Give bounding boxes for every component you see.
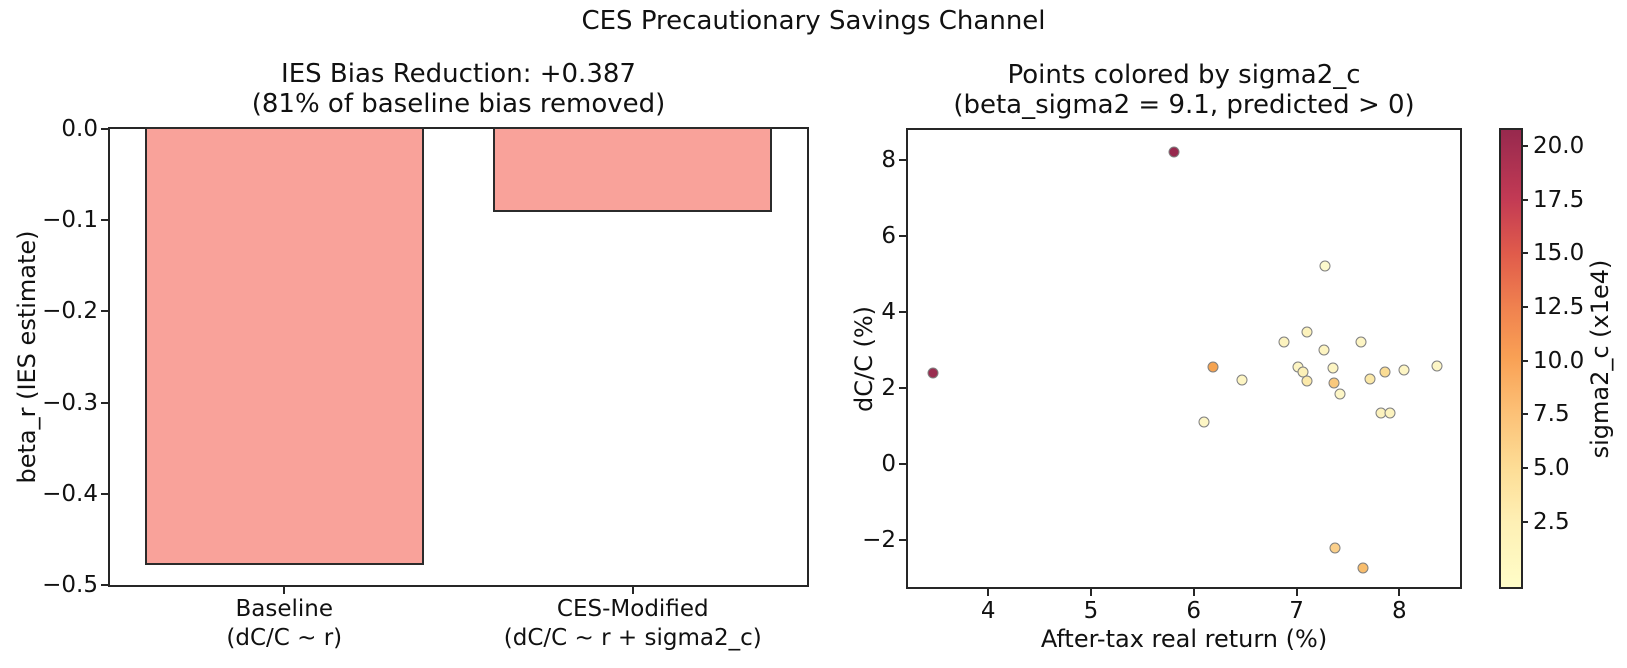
scatter-chart-x-axis-label: After-tax real return (%) [1040,625,1328,653]
colorbar-tick [1521,306,1528,308]
bar-chart-category-line1: Baseline [235,596,334,622]
colorbar-tick-label: 5.0 [1533,454,1570,481]
scatter-x-tick [1192,589,1195,596]
colorbar: sigma2_c (x1e4) 20.0 17.5 15.0 12.5 10.0 7.5 5… [1499,128,1614,589]
scatter-x-tick [1295,589,1298,596]
scatter-point [1318,344,1330,356]
colorbar-label: sigma2_c (x1e4) [1586,259,1614,458]
scatter-point [1329,542,1341,554]
scatter-point [1327,362,1339,374]
scatter-y-tick [899,386,906,389]
scatter-x-tick [1089,589,1092,596]
scatter-point [1431,360,1443,372]
colorbar-tick [1521,359,1528,362]
scatter-point [1168,146,1180,158]
bar-chart-y-tick-label: 0.0 [61,116,98,142]
scatter-x-tick-label: 7 [1289,598,1304,624]
bar-chart-category-line2: (dC/C ~ r + sigma2_c) [503,625,762,651]
bar-chart-y-tick [101,310,108,313]
scatter-y-tick-label: 6 [881,223,896,250]
bar-chart-y-tick-label: −0.1 [42,207,98,234]
colorbar-tick-label: 2.5 [1533,508,1570,535]
colorbar-tick [1521,145,1528,148]
scatter-chart-title: Points colored by sigma2_c (beta_sigma2 … [953,60,1414,120]
bar-chart-y-tick [101,492,108,495]
scatter-chart-plot-area: Points colored by sigma2_c (beta_sigma2 … [850,60,1462,653]
colorbar-tick [1521,252,1528,255]
scatter-point [1328,377,1340,389]
scatter-y-tick [899,462,906,465]
colorbar-tick [1521,520,1528,523]
scatter-point [1364,373,1376,385]
bar-chart-y-tick [101,128,108,130]
bar-chart-plot-area: IES Bias Reduction: +0.387 (81% of basel… [13,59,809,651]
colorbar-tick-label: 15.0 [1533,240,1585,267]
figure-suptitle: CES Precautionary Savings Channel [581,6,1046,36]
bar-chart-y-tick-label: −0.5 [42,572,98,598]
scatter-y-tick-label: 8 [881,147,896,174]
scatter-y-tick-label: 2 [881,374,896,401]
bar-ces-modified [493,127,773,212]
colorbar-tick-label: 12.5 [1533,294,1585,320]
scatter-y-tick-label: 0 [881,450,896,477]
colorbar-tick-label: 10.0 [1533,347,1585,374]
colorbar-tick [1521,466,1528,469]
scatter-point [1301,375,1313,387]
scatter-point [1384,407,1396,419]
bar-chart-title-line2: (81% of baseline bias removed) [251,89,666,119]
bar-chart-y-tick [101,219,108,222]
scatter-y-tick-label: 4 [881,299,896,326]
scatter-x-tick-label: 5 [1083,598,1099,624]
colorbar-tick [1521,413,1528,416]
scatter-point [927,367,939,379]
scatter-point [1355,336,1367,348]
colorbar-tick-label: 7.5 [1533,401,1570,428]
bar-baseline [144,127,424,565]
scatter-chart-y-axis-label: dC/C (%) [850,305,878,412]
scatter-point [1278,336,1290,348]
bar-chart-title-line1: IES Bias Reduction: +0.387 [281,59,636,89]
bar-chart-x-tick [283,587,286,594]
scatter-x-tick-label: 6 [1186,598,1202,624]
scatter-point [1207,361,1219,373]
bar-chart-category-line2: (dC/C ~ r) [226,625,343,651]
scatter-x-tick [987,589,990,596]
bar-chart-y-axis-label: beta_r (IES estimate) [13,230,41,484]
colorbar-tick-label: 17.5 [1533,186,1585,213]
colorbar-tick [1521,198,1528,201]
scatter-x-tick [1398,589,1401,596]
scatter-y-tick [899,538,906,541]
scatter-chart-title-line1: Points colored by sigma2_c [1007,60,1361,90]
scatter-point [1198,416,1210,428]
scatter-chart-title-line2: (beta_sigma2 = 9.1, predicted > 0) [953,90,1415,120]
scatter-point [1301,326,1313,338]
scatter-point [1236,374,1248,386]
scatter-point [1398,364,1410,376]
scatter-point [1357,562,1369,574]
bar-chart-y-tick-label: −0.4 [42,480,98,507]
scatter-y-tick [899,311,906,314]
scatter-point [1319,260,1331,272]
bar-chart-x-tick-label: CES-Modified (dC/C ~ r + sigma2_c) [504,595,762,653]
scatter-x-tick-label: 4 [980,598,996,624]
bar-chart-title: IES Bias Reduction: +0.387 (81% of basel… [252,59,666,119]
bar-chart-y-tick [101,584,108,586]
scatter-point [1379,366,1391,378]
bar-chart-y-tick [101,401,108,404]
scatter-x-tick-label: 8 [1392,598,1407,624]
bar-chart-y-tick-label: −0.3 [42,389,98,416]
bar-chart-x-tick-label: Baseline (dC/C ~ r) [226,595,342,653]
bar-chart-y-tick-label: −0.2 [42,298,98,325]
scatter-y-tick-label: −2 [862,526,896,553]
scatter-y-tick [899,159,906,162]
bar-chart-x-tick [631,587,634,594]
scatter-point [1334,388,1346,400]
scatter-y-tick [899,235,906,238]
colorbar-tick-label: 20.0 [1533,133,1585,160]
bar-chart-category-line1: CES-Modified [556,596,709,622]
